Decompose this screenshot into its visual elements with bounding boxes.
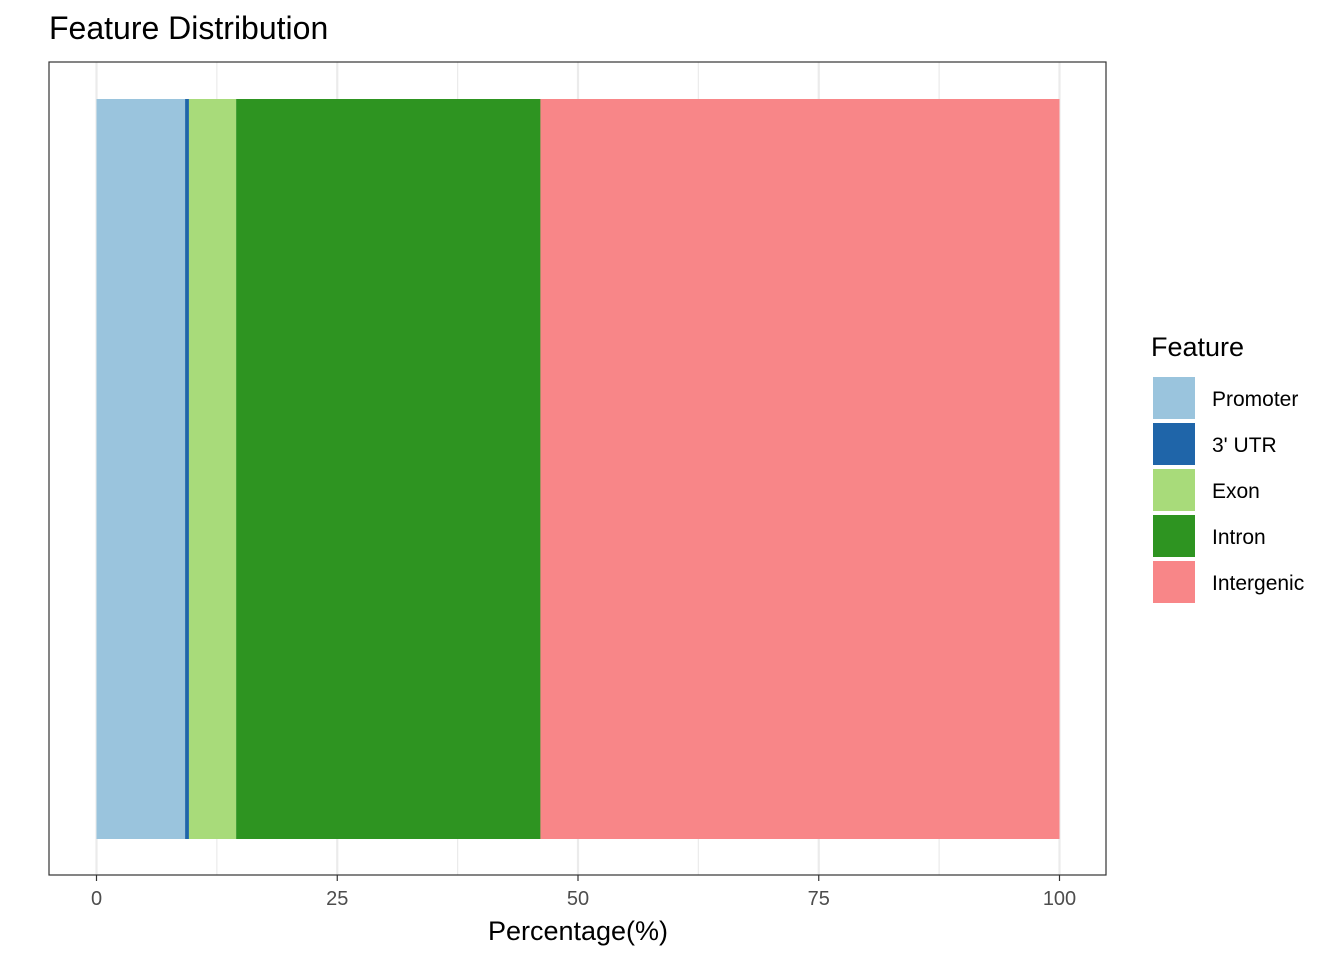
bar-segment-exon <box>188 99 237 839</box>
legend-key <box>1153 561 1195 603</box>
legend-label: Intron <box>1212 526 1266 549</box>
legend-key <box>1153 377 1195 419</box>
legend-label: Exon <box>1212 480 1260 503</box>
x-tick-label: 75 <box>808 888 830 910</box>
x-tick-label: 100 <box>1043 888 1076 910</box>
x-tick-label: 25 <box>326 888 348 910</box>
bar-segment-promoter <box>96 99 186 839</box>
chart-title: Feature Distribution <box>49 10 328 46</box>
bar-segment-3-utr <box>185 99 189 839</box>
legend-key <box>1153 469 1195 511</box>
stacked-bar <box>96 99 1060 839</box>
legend-title: Feature <box>1151 332 1244 362</box>
legend-key <box>1153 515 1195 557</box>
legend-label: 3' UTR <box>1212 434 1277 457</box>
x-axis: 0 25 50 75 100 <box>91 875 1076 910</box>
bar-segment-intron <box>236 99 541 839</box>
x-tick-label: 50 <box>567 888 589 910</box>
legend: Feature Promoter 3' UTR Exon Intron Intergen… <box>1151 332 1304 603</box>
legend-key <box>1153 423 1195 465</box>
bar-segment-intergenic <box>540 99 1060 839</box>
x-tick-label: 0 <box>91 888 102 910</box>
legend-label: Intergenic <box>1212 572 1304 595</box>
plot-panel <box>48 61 1107 876</box>
x-axis-title: Percentage(%) <box>488 916 668 946</box>
legend-label: Promoter <box>1212 388 1298 411</box>
